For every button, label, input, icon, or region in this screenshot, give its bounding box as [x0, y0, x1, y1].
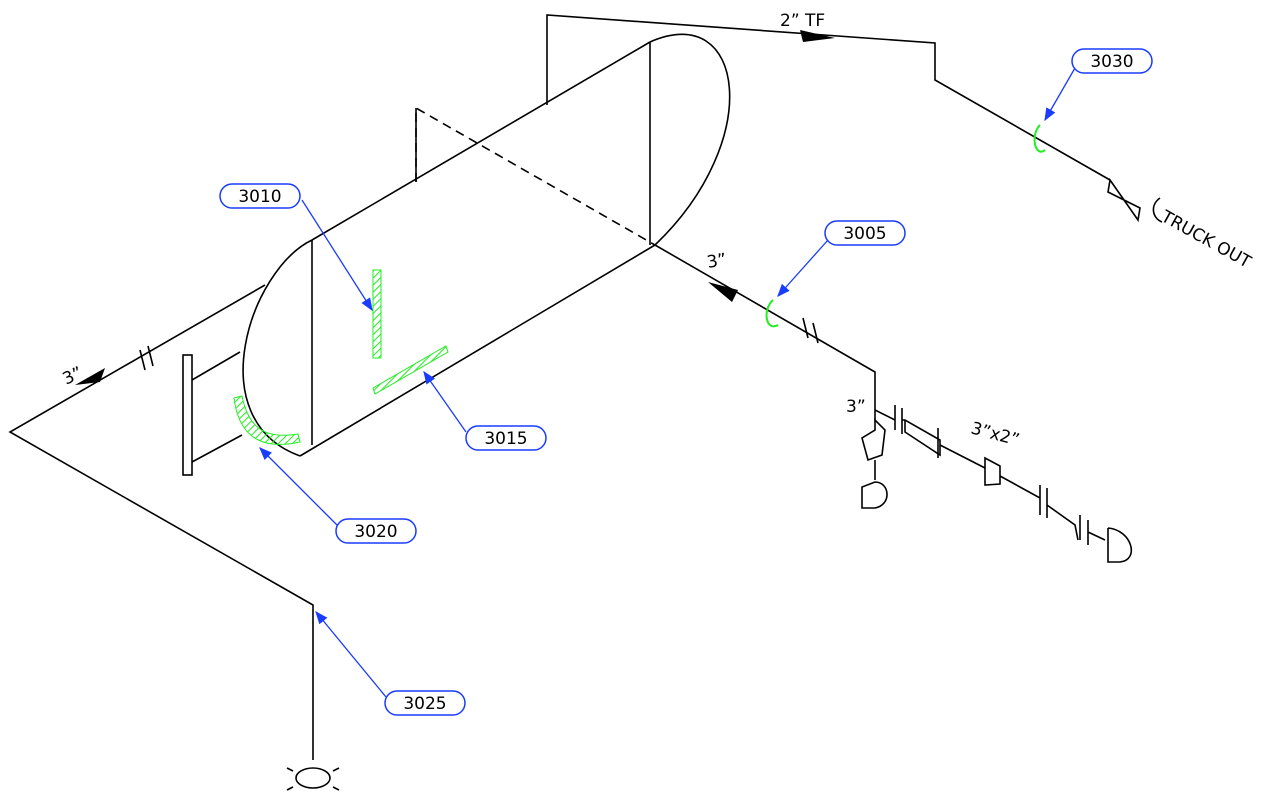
pipe [547, 15, 1110, 180]
pipe-label: TRUCK OUT [1157, 206, 1255, 272]
pipe [10, 285, 313, 760]
base-mark [287, 768, 339, 790]
right-line [655, 245, 1131, 562]
cap [1108, 528, 1131, 562]
pipe-label: 3”x2” [969, 419, 1022, 451]
pipe-label: 3” [846, 397, 866, 417]
reducer [985, 458, 1040, 498]
hidden-pipe [416, 108, 655, 245]
support [183, 355, 192, 475]
check-valve [1040, 485, 1105, 545]
callout-label: 3005 [843, 224, 886, 244]
drain [862, 420, 887, 508]
weld-seam [373, 270, 381, 358]
leader [260, 448, 338, 526]
pipe [655, 245, 875, 420]
pipe-label: 2” TF [780, 11, 825, 31]
welds [234, 270, 448, 444]
pipe-label: 3” [705, 250, 728, 273]
support [192, 352, 242, 462]
weld-seam [234, 396, 300, 444]
weld-seam [373, 346, 448, 394]
pipe-label: 3” [60, 363, 86, 389]
callout-label: 3015 [484, 429, 527, 449]
isometric-drawing: 3030 3010 3005 3015 3020 3025 2” TF TRUC… [0, 0, 1281, 797]
leader [1045, 68, 1075, 120]
flange [803, 318, 808, 338]
callout-label: 3025 [403, 694, 446, 714]
flange [140, 350, 145, 370]
leader [316, 612, 386, 697]
callout-pills: 3030 3010 3005 3015 3020 3025 [220, 49, 1152, 715]
vessel-bottom [300, 245, 655, 456]
leader [424, 372, 466, 432]
flange [148, 346, 153, 366]
base [296, 768, 330, 788]
callout-label: 3030 [1090, 52, 1133, 72]
valve [1108, 180, 1140, 220]
vessel-right-head [650, 34, 730, 245]
vessel-top [312, 42, 650, 240]
flange [813, 323, 818, 343]
callout-label: 3010 [238, 187, 281, 207]
callout-label: 3020 [354, 522, 397, 542]
pipe-labels: 2” TF TRUCK OUT 3” 3” 3” 3”x2” [60, 11, 1255, 451]
leader [778, 240, 828, 296]
left-line [10, 285, 339, 790]
top-line [547, 15, 1162, 222]
